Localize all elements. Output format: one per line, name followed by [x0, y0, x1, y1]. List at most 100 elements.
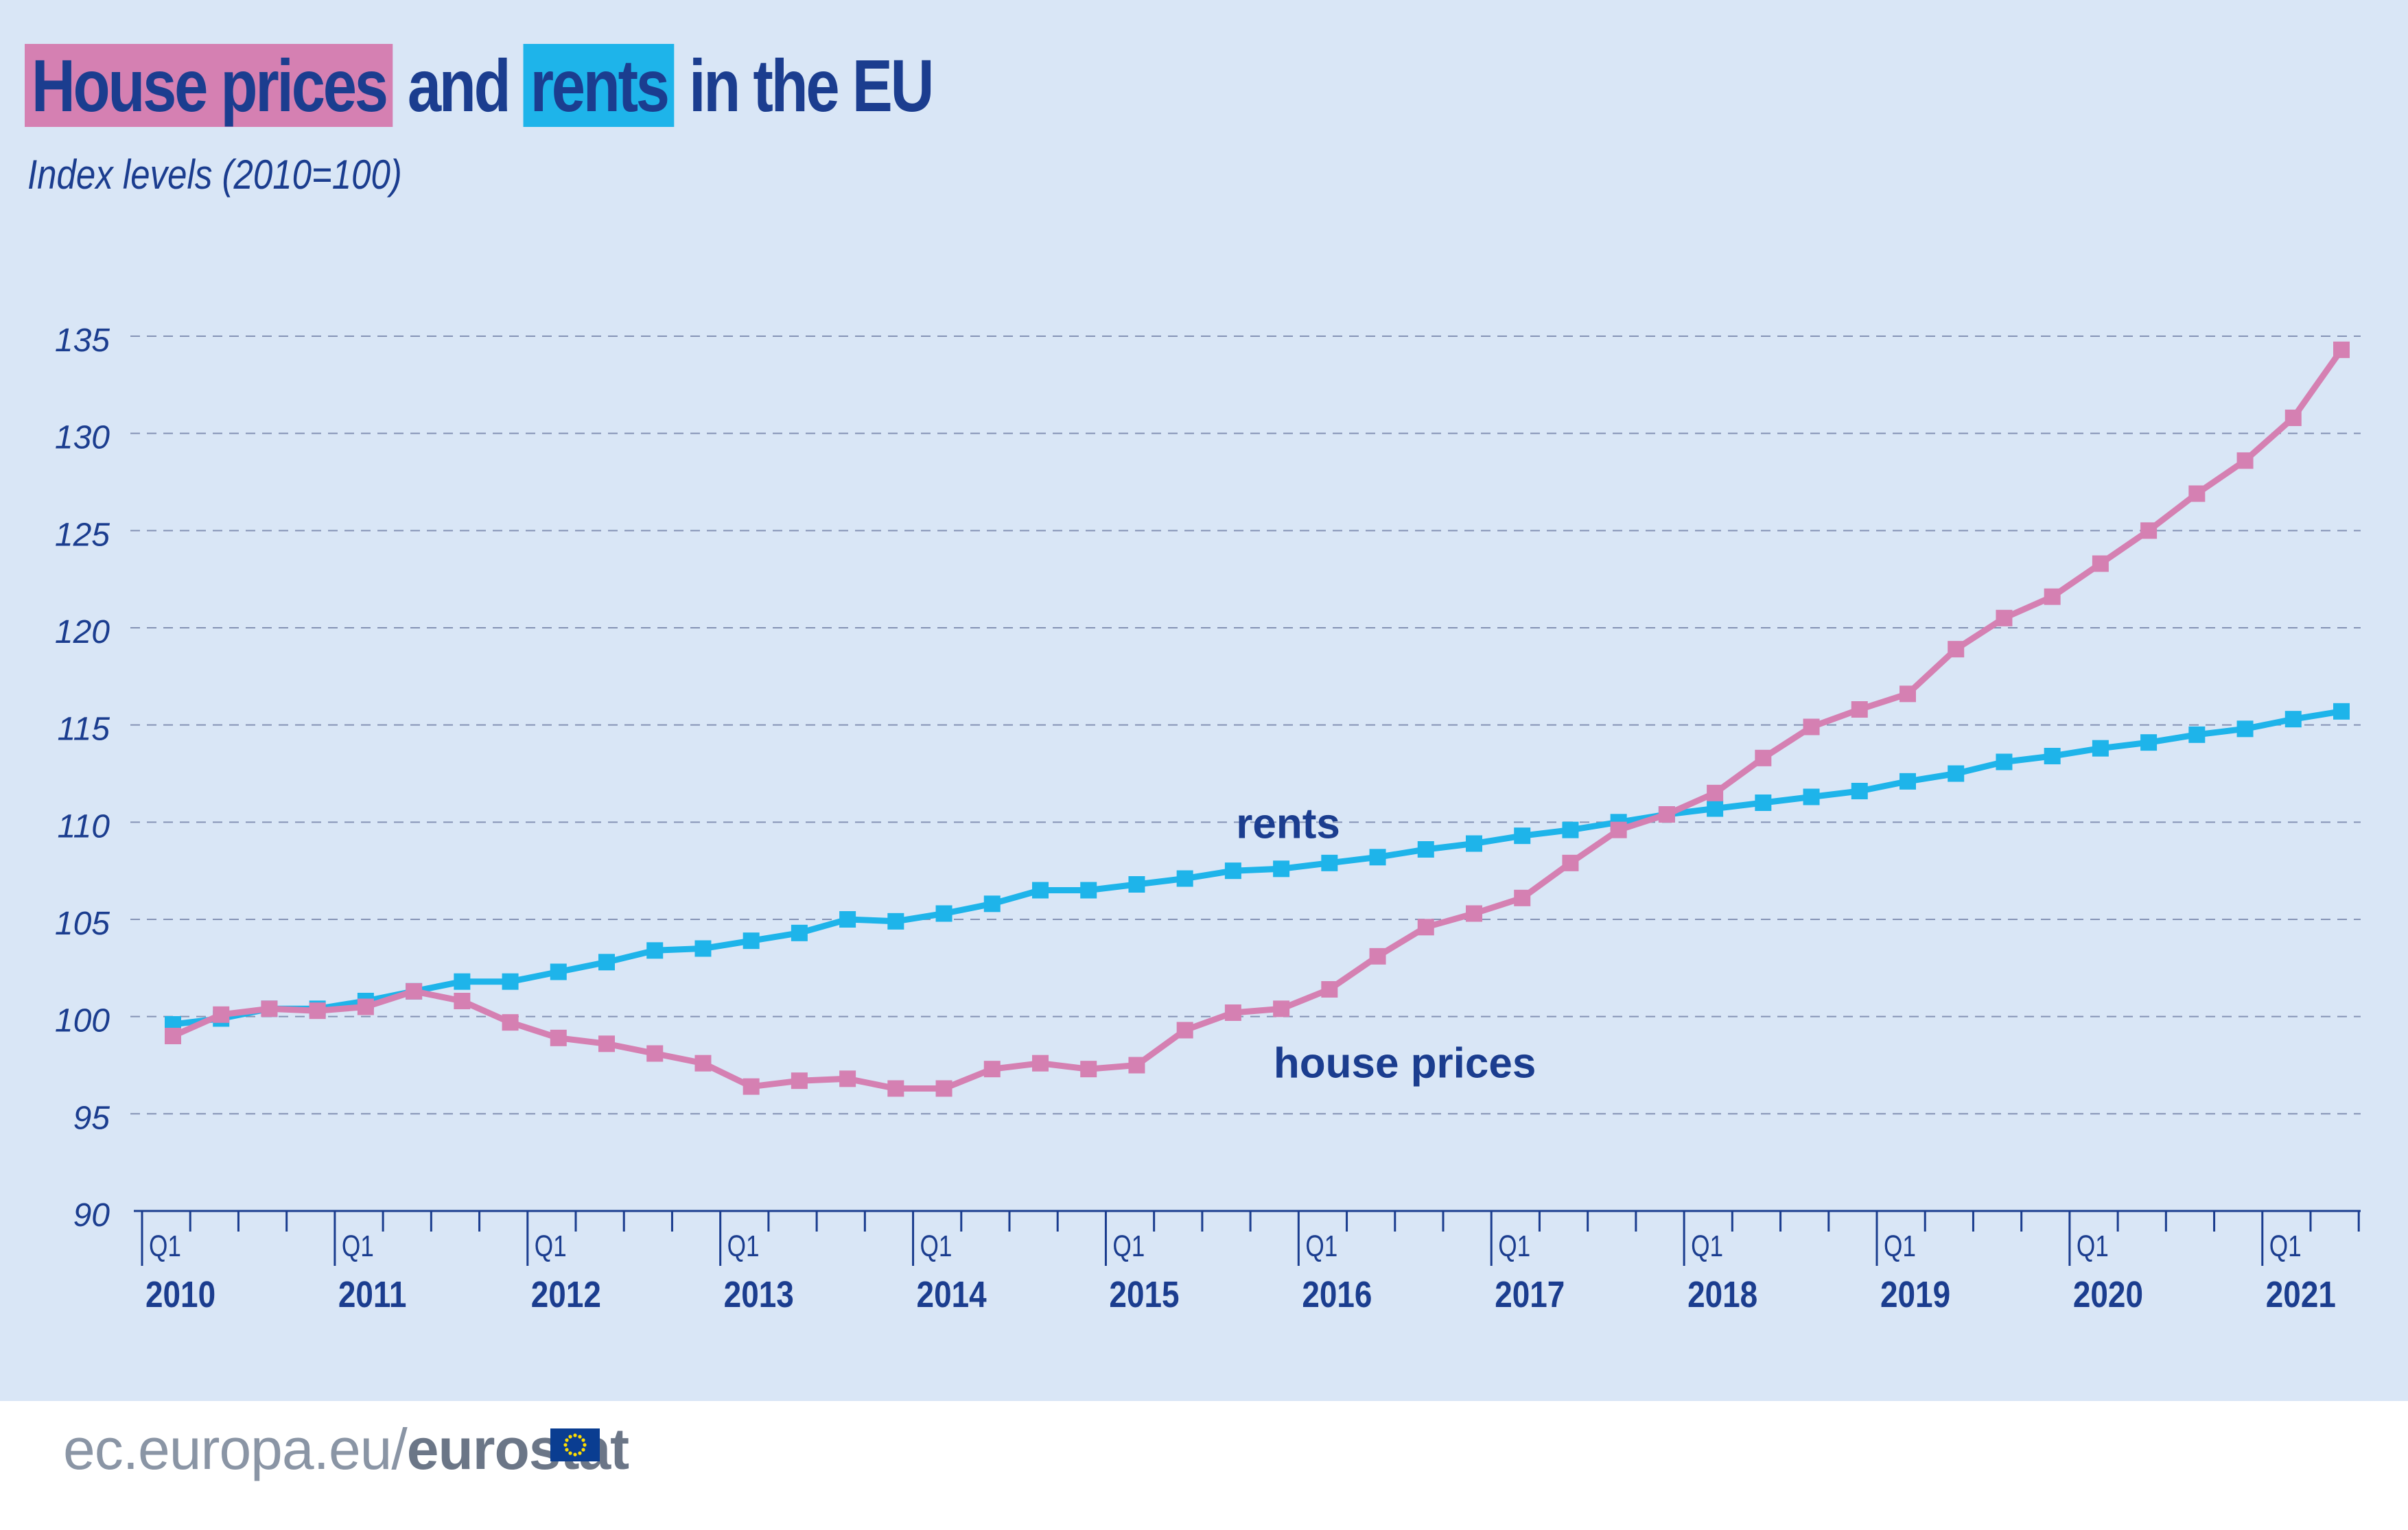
- y-tick-label: 130: [55, 420, 110, 456]
- data-point-rents: [2284, 711, 2302, 728]
- data-point-house-prices: [406, 982, 423, 1000]
- x-tick-year-label: 2020: [2073, 1274, 2143, 1315]
- data-point-house-prices: [2333, 341, 2350, 358]
- data-point-house-prices: [887, 1080, 904, 1097]
- series-line-rents: [170, 708, 2345, 1028]
- data-point-rents: [1562, 821, 1579, 838]
- data-point-rents: [1176, 870, 1193, 887]
- data-point-house-prices: [1032, 1055, 1049, 1072]
- data-point-rents: [743, 932, 760, 950]
- data-point-house-prices: [983, 1061, 1001, 1078]
- data-point-rents: [1321, 854, 1338, 871]
- data-point-rents: [1080, 882, 1097, 899]
- chart-title: House prices and rents in the EU: [25, 41, 935, 130]
- x-tick-quarter-label: Q1: [2269, 1229, 2302, 1263]
- x-tick-quarter-label: Q1: [727, 1229, 760, 1263]
- data-point-rents: [694, 940, 712, 957]
- x-tick-quarter-label: Q1: [1884, 1229, 1916, 1263]
- x-tick-quarter-label: Q1: [1112, 1229, 1145, 1263]
- x-tick-quarter-label: Q1: [342, 1229, 374, 1263]
- data-point-house-prices: [2188, 485, 2206, 502]
- data-point-rents: [1899, 773, 1916, 790]
- data-point-house-prices: [309, 1002, 326, 1020]
- data-point-rents: [550, 963, 567, 980]
- x-tick-quarter-label: Q1: [1305, 1229, 1337, 1263]
- footer-source[interactable]: ec.europa.eu/eurostat: [63, 1416, 629, 1483]
- y-tick-label: 110: [57, 808, 110, 845]
- data-point-rents: [2236, 720, 2254, 738]
- data-point-rents: [2188, 726, 2206, 743]
- data-point-rents: [502, 973, 519, 990]
- data-point-house-prices: [1948, 641, 1965, 658]
- data-point-rents: [2044, 748, 2061, 764]
- data-point-house-prices: [694, 1055, 712, 1072]
- data-point-house-prices: [839, 1070, 856, 1087]
- series-line-house-prices: [170, 346, 2345, 1092]
- data-point-house-prices: [1128, 1057, 1145, 1074]
- data-point-house-prices: [1466, 905, 1482, 922]
- data-point-house-prices: [1321, 981, 1338, 998]
- data-point-house-prices: [1514, 889, 1531, 906]
- series-label-rents: rents: [1236, 800, 1340, 847]
- data-point-house-prices: [357, 998, 374, 1015]
- data-point-rents: [887, 913, 904, 930]
- data-point-rents: [1803, 788, 1820, 805]
- data-point-house-prices: [2284, 410, 2302, 426]
- footer-domain: ec.europa.eu/: [63, 1417, 408, 1481]
- data-point-house-prices: [1658, 806, 1675, 823]
- x-tick-quarter-label: Q1: [1498, 1229, 1530, 1263]
- y-tick-label: 125: [55, 517, 110, 553]
- data-point-house-prices: [165, 1028, 181, 1044]
- data-point-house-prices: [213, 1006, 230, 1023]
- data-point-rents: [1707, 800, 1724, 817]
- data-point-house-prices: [1996, 609, 2013, 626]
- y-tick-label: 120: [55, 614, 110, 650]
- data-point-house-prices: [1610, 821, 1627, 838]
- data-point-house-prices: [1417, 919, 1434, 936]
- data-point-house-prices: [1851, 701, 1868, 718]
- data-point-rents: [935, 905, 952, 922]
- y-tick-label: 95: [73, 1100, 110, 1136]
- data-point-house-prices: [454, 993, 471, 1009]
- header: House prices and rents in the EU: [25, 41, 1131, 130]
- data-point-house-prices: [1803, 718, 1820, 735]
- data-point-house-prices: [1562, 854, 1579, 871]
- data-point-rents: [1032, 882, 1049, 899]
- data-point-house-prices: [2140, 522, 2158, 539]
- data-point-house-prices: [2092, 555, 2109, 572]
- data-point-rents: [1128, 876, 1145, 893]
- y-tick-label: 115: [57, 711, 110, 748]
- data-point-house-prices: [598, 1035, 615, 1052]
- data-point-rents: [1273, 860, 1290, 878]
- line-chart: 90 95 100 105 110 115 120 125 130 135 Q1 2010 Q1 2011…: [55, 322, 2361, 1315]
- x-tick-quarter-label: Q1: [2077, 1229, 2109, 1263]
- data-point-rents: [1417, 841, 1434, 858]
- data-point-rents: [1851, 783, 1868, 799]
- data-point-rents: [598, 954, 615, 971]
- data-point-rents: [646, 942, 664, 959]
- data-point-house-prices: [1755, 749, 1772, 766]
- title-suffix-text: in the EU: [674, 44, 935, 127]
- x-tick-year-label: 2017: [1495, 1274, 1565, 1315]
- data-point-rents: [2140, 734, 2158, 751]
- data-point-rents: [791, 924, 808, 941]
- data-point-rents: [2092, 740, 2109, 757]
- data-point-house-prices: [1224, 1004, 1241, 1021]
- title-house-prices-highlight: House prices: [25, 44, 393, 127]
- x-tick-year-label: 2018: [1687, 1274, 1757, 1315]
- x-tick-year-label: 2010: [145, 1274, 215, 1315]
- data-point-rents: [1948, 765, 1965, 782]
- y-tick-label: 90: [73, 1197, 110, 1234]
- data-point-house-prices: [1899, 685, 1916, 703]
- data-point-house-prices: [1176, 1022, 1193, 1039]
- y-tick-label: 135: [55, 322, 110, 359]
- data-point-rents: [1369, 849, 1386, 866]
- footer: ec.europa.eu/eurostat: [0, 1401, 2408, 1530]
- data-point-rents: [1996, 753, 2013, 770]
- series-label-house-prices: house prices: [1274, 1039, 1536, 1087]
- data-point-rents: [983, 895, 1001, 913]
- data-point-house-prices: [2044, 588, 2061, 605]
- data-point-rents: [454, 973, 471, 990]
- x-tick-year-label: 2012: [531, 1274, 601, 1315]
